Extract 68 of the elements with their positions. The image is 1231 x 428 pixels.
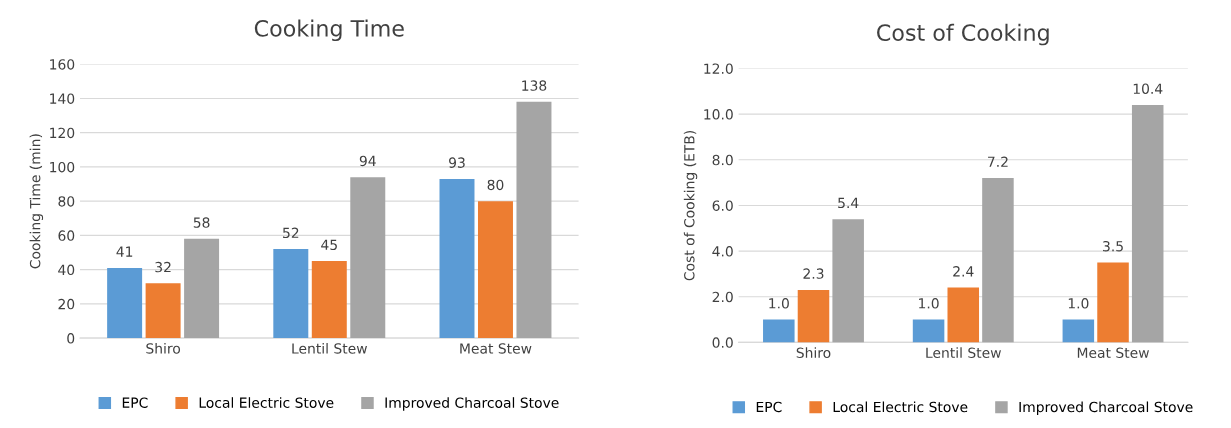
x-tick-label: Shiro — [146, 342, 181, 354]
data-label: 5.4 — [838, 197, 859, 209]
bar — [439, 178, 475, 339]
x-tick-label: Shiro — [796, 347, 831, 359]
data-label: 32 — [155, 261, 171, 273]
legend-label: Local Electric Stove — [833, 401, 968, 413]
chart-title: Cooking Time — [254, 19, 404, 42]
data-label: 41 — [116, 246, 133, 257]
y-tick-label: 10.0 — [704, 109, 733, 120]
x-tick-label: Meat Stew — [1077, 347, 1149, 359]
bar — [516, 101, 552, 339]
y-tick-label: 4.0 — [712, 246, 733, 257]
data-label: 1.0 — [919, 298, 939, 309]
data-label: 3.5 — [1103, 240, 1123, 252]
data-label: 94 — [359, 155, 376, 167]
y-axis-title: Cost of Cooking (ETB) — [683, 130, 698, 281]
legend-label: Local Electric Stove — [199, 397, 334, 408]
data-label: 1.0 — [769, 298, 789, 309]
bar — [763, 319, 795, 343]
bar — [107, 267, 143, 339]
data-label: 45 — [321, 239, 337, 251]
bar — [145, 283, 181, 339]
y-tick-label: 100 — [50, 161, 75, 173]
data-label: 52 — [283, 227, 299, 239]
x-tick-label: Lentil Stew — [926, 347, 1001, 359]
y-axis-title: Cooking Time (min) — [29, 134, 44, 269]
data-label: 10.4 — [1133, 83, 1163, 94]
bar — [1062, 319, 1095, 343]
x-tick-label: Meat Stew — [460, 343, 532, 354]
y-tick-label: 12.0 — [704, 63, 733, 74]
y-tick-label: 6.0 — [712, 200, 733, 211]
y-tick-label: 8.0 — [712, 154, 733, 166]
y-tick-label: 40 — [58, 264, 75, 276]
x-tick-label: Lentil Stew — [292, 342, 367, 354]
bar — [350, 177, 386, 339]
bar — [947, 287, 980, 343]
bar — [982, 178, 1014, 343]
bar — [1131, 105, 1164, 343]
data-label: 80 — [487, 179, 504, 191]
y-tick-label: 0 — [67, 333, 75, 344]
bar — [797, 289, 830, 343]
y-tick-label: 140 — [50, 93, 75, 104]
y-tick-label: 0.0 — [712, 337, 733, 348]
y-tick-label: 120 — [50, 127, 75, 139]
data-label: 1.0 — [1068, 298, 1089, 309]
bar — [273, 249, 309, 339]
bar — [832, 219, 864, 343]
chart-title: Cost of Cooking — [877, 23, 1049, 46]
bar — [477, 201, 513, 339]
legend-label: EPC — [122, 397, 148, 408]
data-label: 93 — [449, 157, 465, 168]
legend-label: Improved Charcoal Stove — [385, 397, 559, 411]
legend-label: EPC — [756, 401, 782, 413]
y-tick-label: 60 — [58, 230, 75, 241]
y-tick-label: 2.0 — [712, 291, 733, 303]
data-label: 2.4 — [953, 266, 974, 277]
y-tick-label: 80 — [58, 196, 75, 207]
data-label: 138 — [522, 80, 547, 91]
bar — [1097, 262, 1129, 343]
data-label: 58 — [193, 217, 210, 228]
bar — [311, 261, 347, 339]
data-label: 2.3 — [803, 268, 824, 279]
data-label: 7.2 — [988, 156, 1008, 167]
y-tick-label: 160 — [50, 59, 75, 70]
bar — [912, 319, 945, 343]
bar — [184, 238, 220, 339]
y-tick-label: 20 — [58, 298, 75, 310]
legend-label: Improved Charcoal Stove — [1019, 401, 1193, 415]
